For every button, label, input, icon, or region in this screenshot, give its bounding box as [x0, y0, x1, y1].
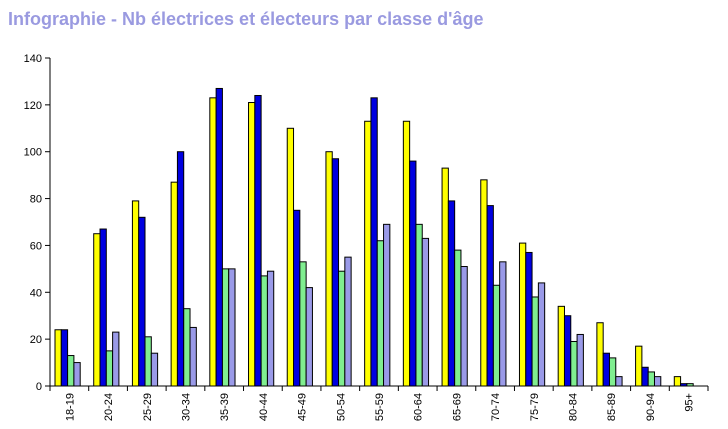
bar-35-39-series-1: [209, 97, 217, 387]
y-tick-label: 80: [30, 194, 42, 206]
bar-40-44-series-4: [266, 270, 275, 387]
bar-25-29-series-3: [144, 336, 152, 387]
bar-18-19-series-2: [60, 329, 69, 387]
y-tick-label: 120: [24, 100, 42, 112]
bar-55-59-series-3: [376, 240, 385, 387]
bar-50-54-series-2: [331, 158, 340, 387]
bar-85-89-series-3: [608, 357, 617, 387]
bar-65-69-series-2: [447, 200, 456, 387]
bar-45-49-series-4: [305, 287, 313, 387]
x-tick-label: 70-74: [490, 393, 502, 421]
x-tick-label: 20-24: [103, 393, 115, 421]
x-tick-label: 25-29: [142, 393, 154, 421]
bar-25-29-series-4: [150, 352, 159, 387]
bar-20-24-series-2: [99, 228, 107, 387]
bar-18-19-series-3: [67, 355, 75, 387]
y-axis: 0 20 40 60 80 100 120 140: [24, 53, 51, 393]
bar-65-69-series-3: [454, 249, 462, 387]
bar-55-59-series-1: [364, 120, 372, 387]
bar-85-89-series-4: [615, 376, 623, 387]
x-tick-label: 95+: [684, 393, 696, 412]
x-tick-label: 85-89: [606, 393, 618, 421]
x-tick-label: 55-59: [374, 393, 386, 421]
x-tick-label: 90-94: [645, 393, 657, 421]
bar-18-19-series-4: [73, 362, 81, 387]
bar-60-64-series-2: [409, 160, 417, 387]
bar-50-54-series-1: [325, 151, 333, 387]
y-tick-label: 20: [30, 334, 42, 346]
x-tick-label: 80-84: [568, 393, 580, 421]
bar-45-49-series-2: [293, 209, 301, 387]
chart-title: Infographie - Nb électrices et électeurs…: [8, 9, 484, 29]
bar-65-69-series-1: [441, 167, 449, 387]
bar-30-34-series-2: [176, 151, 185, 387]
y-tick-label: 100: [24, 147, 42, 159]
bar-30-34-series-1: [170, 181, 178, 387]
bar-75-79-series-2: [525, 251, 533, 387]
bar-75-79-series-4: [537, 282, 546, 387]
bar-30-34-series-4: [189, 326, 197, 387]
y-tick-label: 0: [36, 381, 42, 393]
bar-90-94-series-1: [635, 345, 643, 387]
x-tick-label: 18-19: [64, 393, 76, 421]
bar-35-39-series-4: [228, 268, 236, 387]
bar-55-59-series-4: [383, 223, 391, 387]
bar-75-79-series-3: [531, 296, 539, 387]
bar-35-39-series-2: [215, 87, 223, 387]
bar-70-74-series-2: [486, 205, 494, 387]
bar-30-34-series-3: [183, 308, 191, 387]
x-tick-label: 65-69: [451, 393, 463, 421]
bar-90-94-series-3: [647, 371, 655, 387]
bar-85-89-series-1: [596, 322, 604, 387]
x-tick-label: 75-79: [529, 393, 541, 421]
bar-80-84-series-4: [576, 333, 584, 387]
bar-55-59-series-2: [370, 97, 378, 387]
bar-80-84-series-1: [557, 305, 565, 387]
x-tick-label: 45-49: [297, 393, 309, 421]
x-tick-label: 50-54: [335, 393, 347, 421]
bar-40-44-series-1: [248, 102, 256, 387]
bar-40-44-series-3: [260, 275, 268, 387]
bar-60-64-series-4: [421, 237, 430, 387]
bar-90-94-series-4: [653, 376, 662, 387]
y-tick-label: 140: [24, 53, 42, 65]
bar-50-54-series-4: [344, 256, 352, 387]
bar-65-69-series-4: [460, 266, 468, 387]
bar-45-49-series-3: [299, 261, 307, 387]
bar-18-19-series-1: [54, 329, 62, 387]
bar-20-24-series-1: [93, 233, 101, 387]
y-tick-label: 60: [30, 240, 42, 252]
bar-70-74-series-4: [499, 261, 507, 387]
bar-50-54-series-3: [338, 270, 346, 387]
bar-40-44-series-2: [254, 94, 262, 387]
bar-45-49-series-1: [286, 127, 295, 387]
x-tick-label: 60-64: [413, 393, 425, 421]
bar-25-29-series-1: [131, 200, 140, 387]
x-tick-label: 30-34: [180, 393, 192, 421]
x-axis: 18-19 20-24 25-29 30-34 35-39 40-44 45-49 50-54…: [49, 385, 709, 421]
bar-35-39-series-3: [221, 268, 230, 387]
bar-70-74-series-3: [492, 284, 501, 387]
bar-25-29-series-2: [138, 216, 146, 387]
x-tick-label: 35-39: [219, 393, 231, 421]
bar-75-79-series-1: [518, 242, 527, 387]
bar-95+-series-1: [673, 376, 682, 387]
bar-20-24-series-4: [112, 331, 120, 387]
bars-layer: [54, 87, 694, 387]
bar-70-74-series-1: [480, 179, 488, 387]
bar-80-84-series-2: [563, 315, 572, 387]
y-tick-label: 40: [30, 287, 42, 299]
x-tick-label: 40-44: [258, 393, 270, 421]
bar-80-84-series-3: [570, 340, 578, 387]
bar-60-64-series-3: [415, 223, 423, 387]
bar-20-24-series-3: [105, 350, 114, 387]
bar-60-64-series-1: [402, 120, 411, 387]
bar-90-94-series-2: [641, 366, 649, 387]
bar-85-89-series-2: [602, 352, 610, 387]
